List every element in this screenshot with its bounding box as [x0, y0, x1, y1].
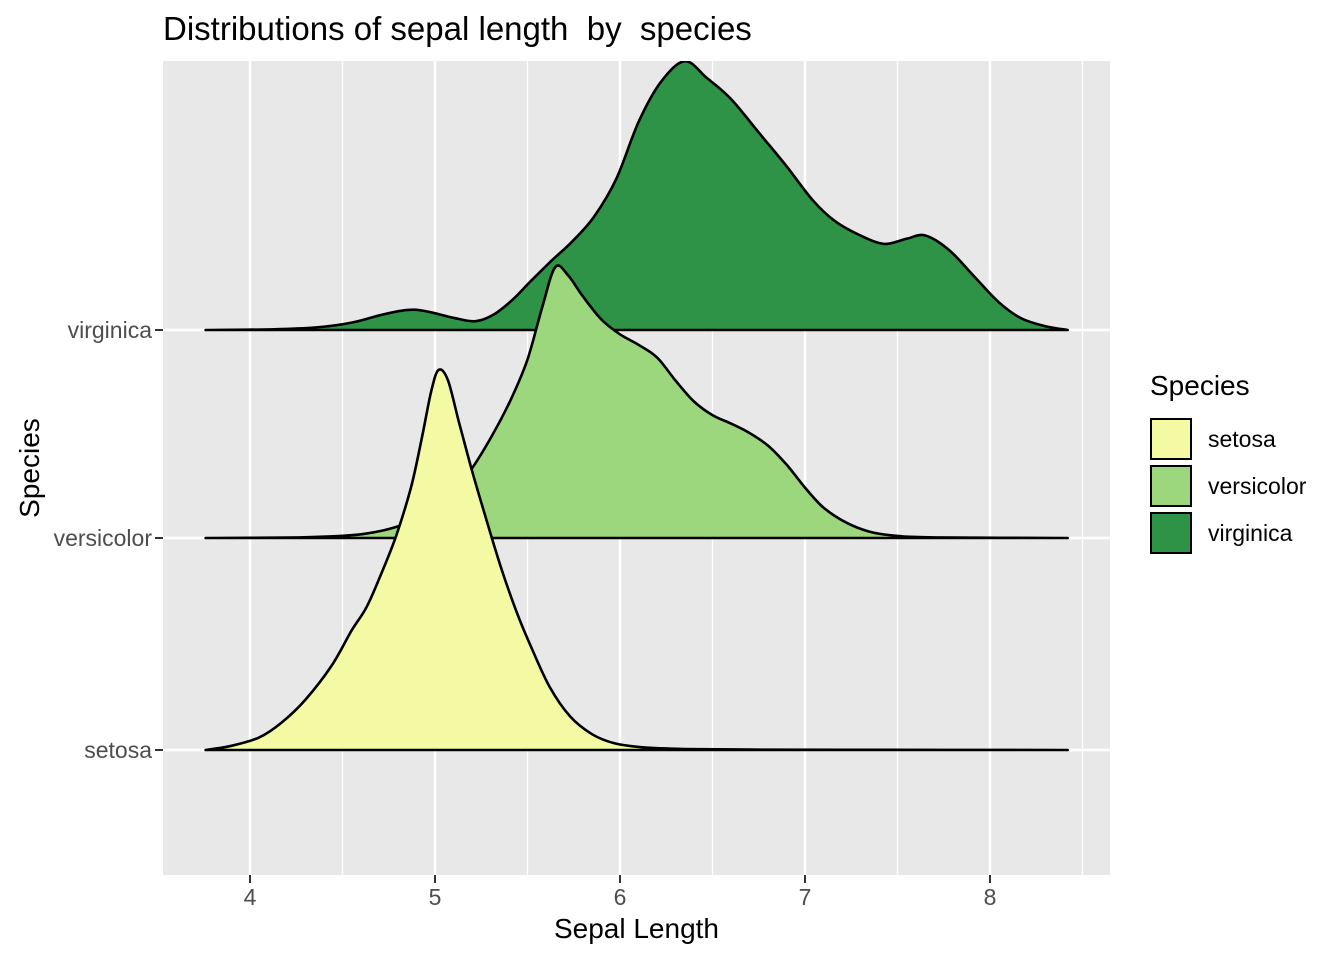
y-tick-mark-virginica: [155, 329, 163, 331]
plot-title: Distributions of sepal length by species: [163, 10, 752, 47]
x-tick-mark-7: [804, 875, 806, 883]
legend-title: Species: [1150, 370, 1250, 401]
legend-item-versicolor: versicolor: [1150, 465, 1306, 507]
x-tick-label-7: 7: [798, 884, 812, 910]
x-tick-label-6: 6: [613, 884, 627, 910]
x-tick-label-5: 5: [428, 884, 442, 910]
legend-item-setosa: setosa: [1150, 418, 1306, 460]
y-tick-mark-versicolor: [155, 537, 163, 539]
x-tick-label-4: 4: [243, 884, 257, 910]
legend-label-versicolor: versicolor: [1208, 472, 1307, 499]
legend: Species setosa versicolor virginica: [1150, 370, 1306, 559]
x-axis-title: Sepal Length: [553, 913, 720, 944]
legend-label-virginica: virginica: [1208, 519, 1293, 546]
ridgeline-canvas: [163, 61, 1110, 875]
legend-swatch-versicolor: [1150, 465, 1192, 507]
x-tick-mark-5: [434, 875, 436, 883]
y-tick-label-versicolor: versicolor: [53, 525, 152, 551]
y-tick-mark-setosa: [155, 749, 163, 751]
legend-swatch-setosa: [1150, 418, 1192, 460]
x-tick-mark-8: [989, 875, 991, 883]
y-axis-title: Species: [14, 418, 45, 518]
x-tick-mark-6: [619, 875, 621, 883]
ridge-setosa: [204, 368, 1069, 752]
x-tick-label-8: 8: [983, 884, 997, 910]
plot-panel: [163, 61, 1110, 875]
legend-items: setosa versicolor virginica: [1150, 418, 1306, 554]
legend-label-setosa: setosa: [1208, 425, 1276, 452]
legend-item-virginica: virginica: [1150, 512, 1306, 554]
y-tick-label-virginica: virginica: [67, 317, 152, 343]
x-tick-mark-4: [249, 875, 251, 883]
ridge-virginica: [204, 61, 1069, 332]
legend-swatch-virginica: [1150, 512, 1192, 554]
y-tick-label-setosa: setosa: [84, 737, 152, 763]
